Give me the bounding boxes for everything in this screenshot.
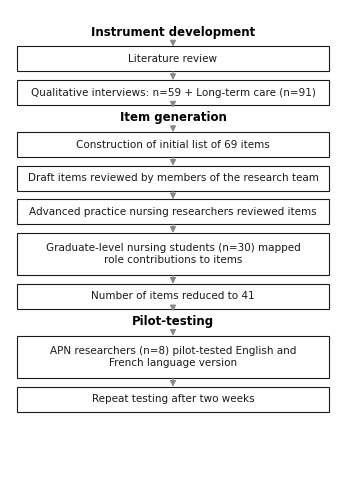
- Bar: [17, 284, 329, 309]
- Bar: [17, 233, 329, 275]
- Text: Repeat testing after two weeks: Repeat testing after two weeks: [92, 394, 254, 404]
- Bar: [17, 200, 329, 224]
- Text: Qualitative interviews: n=59 + Long-term care (n=91): Qualitative interviews: n=59 + Long-term…: [30, 88, 316, 98]
- Text: APN researchers (n=8) pilot-tested English and
French language version: APN researchers (n=8) pilot-tested Engli…: [50, 346, 296, 368]
- Text: Number of items reduced to 41: Number of items reduced to 41: [91, 292, 255, 302]
- Bar: [17, 166, 329, 190]
- Bar: [17, 46, 329, 72]
- Bar: [17, 336, 329, 378]
- Text: Advanced practice nursing researchers reviewed items: Advanced practice nursing researchers re…: [29, 207, 317, 217]
- Text: Item generation: Item generation: [120, 111, 226, 124]
- Bar: [17, 132, 329, 157]
- Text: Pilot-testing: Pilot-testing: [132, 315, 214, 328]
- Bar: [17, 386, 329, 411]
- Bar: [17, 80, 329, 105]
- Text: Construction of initial list of 69 items: Construction of initial list of 69 items: [76, 140, 270, 149]
- Text: Literature review: Literature review: [128, 54, 218, 64]
- Text: Graduate-level nursing students (n=30) mapped
role contributions to items: Graduate-level nursing students (n=30) m…: [46, 243, 300, 265]
- Text: Draft items reviewed by members of the research team: Draft items reviewed by members of the r…: [28, 173, 318, 183]
- Text: Instrument development: Instrument development: [91, 26, 255, 38]
